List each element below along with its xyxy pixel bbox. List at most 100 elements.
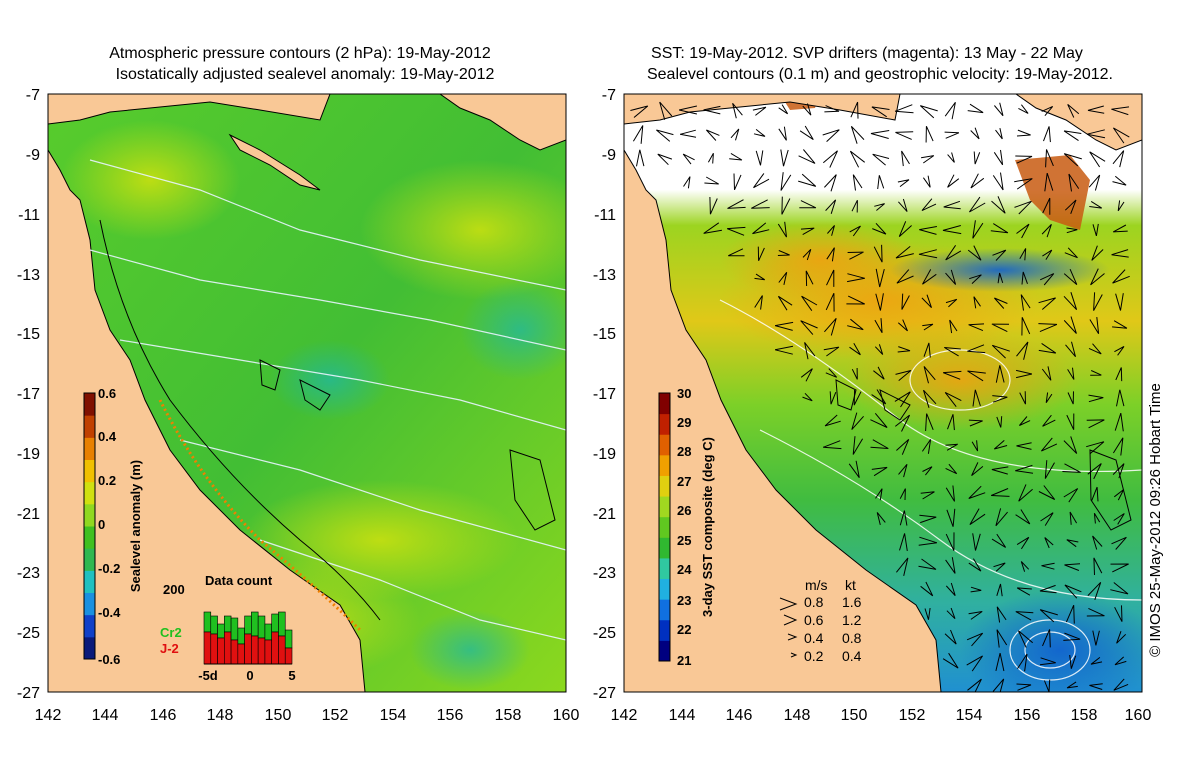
- velocity-arrow: [754, 273, 765, 281]
- xtick-left-9: 160: [553, 707, 580, 724]
- velocity-arrow: [875, 293, 884, 311]
- velocity-arrow: [1063, 153, 1082, 167]
- inset-bar-j2: [224, 631, 232, 665]
- velocity-arrow: [805, 270, 814, 287]
- right-cbar-tick-9: 21: [677, 653, 691, 668]
- ytick-left-4: -15: [17, 326, 40, 343]
- velocity-arrow: [1112, 463, 1125, 479]
- ytick-left-0: -7: [26, 87, 40, 104]
- velocity-arrow: [995, 365, 1005, 383]
- left-colorbar-fill: [84, 393, 95, 660]
- velocity-arrow: [920, 491, 935, 500]
- xtick-right-0: 142: [611, 707, 638, 724]
- inset-bar-cr2: [237, 627, 245, 645]
- velocity-arrow: [874, 318, 883, 334]
- ytick-left-2: -11: [18, 207, 40, 224]
- inset-bar-j2: [217, 637, 225, 665]
- velocity-arrow: [1045, 392, 1053, 403]
- velocity-arrow: [1069, 511, 1078, 525]
- velocity-arrow: [896, 439, 910, 455]
- velocity-arrow: [920, 581, 934, 597]
- velocity-arrow: [1015, 369, 1033, 379]
- inset-bar-j2: [278, 635, 286, 665]
- velocity-arrow: [991, 533, 1007, 548]
- velocity-arrow: [944, 391, 962, 408]
- velocity-arrow: [994, 297, 1008, 309]
- xtick-right-3: 148: [784, 707, 811, 724]
- velocity-arrow: [1067, 391, 1074, 405]
- right-cbar-tick-4: 26: [677, 503, 691, 518]
- velocity-arrow: [1042, 414, 1056, 427]
- xtick-right-2: 146: [726, 707, 753, 724]
- velocity-arrow: [824, 174, 837, 192]
- velocity-arrow: [874, 344, 884, 355]
- velocity-arrow: [1016, 442, 1032, 450]
- velocity-arrow: [847, 251, 864, 260]
- velocity-arrow: [703, 105, 721, 115]
- left-cbar-segment: [84, 481, 95, 505]
- velocity-arrow: [825, 368, 838, 378]
- velocity-arrow: [1063, 130, 1082, 142]
- velocity-arrow: [968, 558, 982, 572]
- velocity-arrow: [968, 196, 986, 213]
- ytick-right-9: -25: [593, 625, 616, 642]
- velocity-arrow: [732, 102, 743, 119]
- inset-xtick-2: 5: [288, 668, 295, 683]
- velocity-arrow: [729, 152, 743, 161]
- velocity-arrow: [972, 220, 984, 239]
- velocity-arrow: [778, 104, 789, 115]
- inset-xtick-0: -5d: [198, 668, 218, 683]
- velocity-arrow: [1087, 463, 1102, 480]
- xtick-right-8: 158: [1071, 707, 1098, 724]
- velocity-arrow: [802, 392, 813, 402]
- velocity-arrow: [898, 198, 908, 212]
- velocity-legend: m/s kt 0.8 1.6 0.6 1.2 0.4 0.8 0.2 0.4: [779, 577, 862, 664]
- velocity-arrow: [897, 179, 910, 187]
- velocity-arrow: [995, 127, 1003, 140]
- velocity-arrow: [826, 247, 835, 262]
- velocity-arrow: [1087, 581, 1102, 600]
- velocity-arrow: [1069, 654, 1077, 669]
- velocity-arrow: [1016, 223, 1030, 239]
- inset-bar-j2: [203, 631, 212, 665]
- velocity-arrow: [824, 317, 837, 336]
- velocity-arrow: [802, 103, 812, 116]
- velocity-arrow: [1114, 605, 1123, 622]
- ytick-right-2: -11: [594, 207, 616, 224]
- velocity-arrow: [1115, 293, 1124, 311]
- velocity-arrow: [968, 611, 983, 620]
- velocity-arrow: [1089, 683, 1103, 690]
- velocity-arrow: [682, 153, 695, 165]
- velocity-arrow: [945, 298, 958, 308]
- velocity-arrow: [780, 172, 792, 191]
- right-cbar-segment: [659, 619, 670, 641]
- velocity-arrow: [944, 102, 956, 120]
- vel-arrow-1-icon: [783, 614, 798, 626]
- velocity-arrow: [972, 389, 981, 407]
- velocity-arrow: [970, 173, 985, 189]
- velocity-arrow: [946, 508, 956, 527]
- velocity-arrow: [895, 131, 914, 140]
- credit-text: © IMOS 25-May-2012 09:26 Hobart Time: [1147, 383, 1164, 657]
- velocity-arrow: [774, 321, 794, 331]
- velocity-arrow: [895, 370, 912, 381]
- velocity-arrow: [1016, 536, 1030, 550]
- velocity-arrow: [944, 629, 957, 645]
- velocity-arrow: [945, 557, 956, 574]
- velocity-arrow: [679, 129, 697, 138]
- velocity-arrow: [1093, 557, 1103, 576]
- velocity-arrow: [1112, 224, 1128, 233]
- inset-bar-cr2: [257, 615, 266, 639]
- ytick-left-10: -27: [17, 685, 40, 702]
- velocity-arrow: [1041, 437, 1058, 452]
- velocity-arrow: [824, 414, 841, 427]
- velocity-arrow: [757, 246, 765, 262]
- velocity-arrow: [778, 126, 787, 141]
- vel-row-3-kt: 0.4: [842, 648, 862, 664]
- ytick-right-3: -13: [593, 267, 616, 284]
- velocity-arrow: [1064, 584, 1082, 599]
- velocity-arrow: [1089, 200, 1102, 209]
- velocity-arrow: [944, 347, 961, 357]
- inset-bar-cr2: [284, 629, 293, 649]
- velocity-arrow: [1089, 151, 1106, 168]
